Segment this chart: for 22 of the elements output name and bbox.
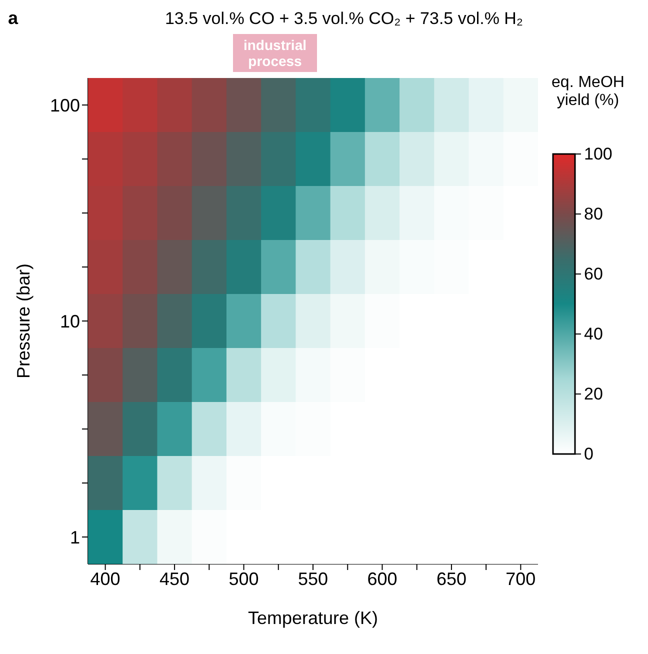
y-tick-label: 100 (50, 95, 80, 116)
text: a (8, 8, 20, 29)
color-bar-label: 80 (584, 204, 603, 224)
y-axis-title: Pressure (bar) (13, 263, 34, 379)
x-tick-label: 600 (367, 568, 398, 589)
x-tick-label: 500 (228, 568, 259, 589)
x-tick-label: 450 (160, 568, 190, 589)
x-tick-label: 400 (90, 568, 120, 589)
color-bar-title: eq. MeOH yield (%) (550, 74, 626, 110)
x-axis-title: Temperature (K) (248, 608, 378, 628)
label-box: industrial process (233, 34, 317, 72)
color-bar-label: 60 (584, 264, 603, 284)
x-tick-label: 700 (506, 568, 536, 589)
y-tick-label: 1 (70, 527, 80, 548)
color-bar-label: 20 (584, 384, 603, 404)
x-tick-label: 650 (436, 568, 466, 589)
color-bar-label: 40 (584, 324, 603, 344)
color-bar-label: 0 (584, 444, 594, 464)
color-bar-label: 100 (584, 144, 612, 164)
chart-title: 13.5 vol.% CO + 3.5 vol.% CO₂ + 73.5 vol.% H₂ (164, 9, 524, 29)
x-tick-label: 550 (298, 568, 328, 589)
y-tick-label: 10 (60, 311, 80, 332)
